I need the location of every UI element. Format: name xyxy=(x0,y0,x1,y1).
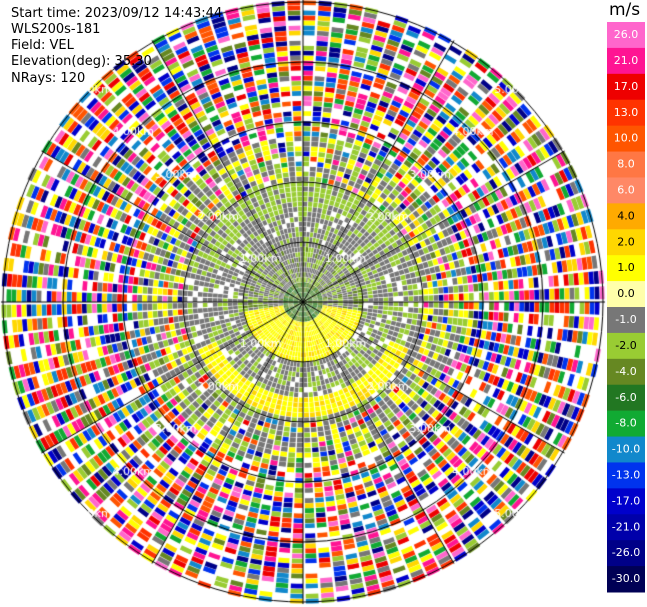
colorbar-tick-label: -21.0 xyxy=(612,520,640,533)
colorbar-segment xyxy=(607,47,645,75)
colorbar-segment xyxy=(607,203,645,230)
colorbar-segment xyxy=(607,99,645,127)
elevation-label: Elevation(deg): 35.30 xyxy=(11,54,152,69)
colorbar-segment xyxy=(607,462,645,489)
colorbar-tick-label: -17.0 xyxy=(612,494,640,507)
nrays-label: NRays: 120 xyxy=(11,71,86,86)
colorbar-segment xyxy=(607,255,645,282)
colorbar-tick-label: -6.0 xyxy=(615,391,636,404)
colorbar-segment xyxy=(607,229,645,256)
colorbar-segment xyxy=(607,22,645,49)
colorbar-tick-label: 10.0 xyxy=(614,132,639,145)
colorbar-segment xyxy=(607,514,645,541)
colorbar-segment xyxy=(607,125,645,153)
colorbar-tick-label: -26.0 xyxy=(612,546,640,559)
colorbar-tick-label: 8.0 xyxy=(617,158,635,171)
velocity-colorbar: 26.0 21.0 17.0 13.0 10.0 8.0 6.0 4.0 2.0 1.0 0.0 -1… xyxy=(607,22,645,593)
colorbar-tick-label: -30.0 xyxy=(612,572,640,585)
colorbar-segment xyxy=(607,151,645,178)
field-label: Field: VEL xyxy=(11,38,74,53)
colorbar-segment xyxy=(607,358,645,386)
colorbar-tick-label: 17.0 xyxy=(614,80,639,93)
colorbar-segment xyxy=(607,73,645,101)
colorbar-tick-label: 21.0 xyxy=(614,54,639,67)
colorbar-segment xyxy=(607,488,645,515)
colorbar-tick-label: 13.0 xyxy=(614,106,639,119)
colorbar-tick-label: 6.0 xyxy=(617,184,635,197)
colorbar-segment xyxy=(607,436,645,463)
colorbar-tick-label: 4.0 xyxy=(617,209,635,222)
colorbar-segment xyxy=(607,281,645,308)
colorbar-segment xyxy=(607,307,645,334)
colorbar-tick-label: -4.0 xyxy=(615,365,636,378)
instrument-label: WLS200s-181 xyxy=(11,22,101,37)
colorbar-segment xyxy=(607,384,645,412)
colorbar-segment xyxy=(607,566,645,593)
colorbar-segment xyxy=(607,332,645,360)
colorbar-tick-label: 2.0 xyxy=(617,235,635,248)
colorbar-tick-label: -1.0 xyxy=(615,313,636,326)
colorbar-tick-label: -8.0 xyxy=(615,417,636,430)
colorbar-tick-label: -2.0 xyxy=(615,339,636,352)
colorbar-segment xyxy=(607,177,645,204)
colorbar-segment xyxy=(607,410,645,438)
colorbar-tick-label: 0.0 xyxy=(617,287,635,300)
colorbar-tick-label: 1.0 xyxy=(617,261,635,274)
radar-ppi-plot xyxy=(0,0,607,607)
start-time-label: Start time: 2023/09/12 14:43:44 xyxy=(11,6,223,21)
colorbar-unit-label: m/s xyxy=(609,0,641,20)
colorbar-tick-label: -10.0 xyxy=(612,443,640,456)
colorbar-tick-label: 26.0 xyxy=(614,28,639,41)
colorbar-tick-label: -13.0 xyxy=(612,469,640,482)
colorbar-segment xyxy=(607,540,645,567)
